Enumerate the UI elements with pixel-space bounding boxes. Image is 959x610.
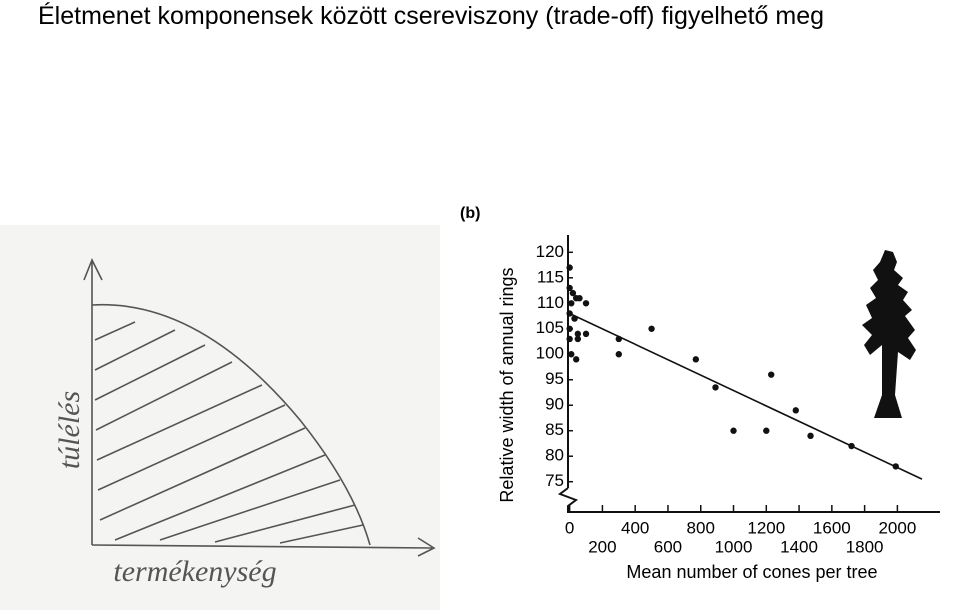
data-point	[566, 284, 573, 292]
x-tick-label: 2000	[878, 518, 916, 537]
sketch-y-label: túlélés	[53, 391, 86, 469]
y-axis-label: Relative width of annual rings	[497, 267, 517, 502]
y-tick-label: 100	[536, 344, 564, 363]
y-tick-label: 80	[545, 446, 564, 465]
data-point	[582, 300, 590, 307]
y-tick-label: 105	[536, 318, 564, 337]
x-tick-label: 1200	[747, 518, 785, 537]
panel-label: (b)	[460, 205, 480, 222]
data-point	[574, 330, 582, 338]
data-point	[892, 463, 899, 470]
data-point	[568, 300, 575, 307]
y-tick-label: 120	[536, 242, 564, 261]
y-tick-label: 90	[545, 395, 564, 414]
data-point	[730, 427, 737, 434]
tree-silhouette	[862, 250, 916, 418]
x-tick-label: 1400	[780, 537, 818, 556]
sketch-drawing	[83, 258, 436, 557]
y-tick-label: 115	[537, 267, 564, 286]
data-point	[572, 356, 580, 363]
data-point	[792, 407, 799, 414]
y-tick-label: 85	[545, 420, 564, 439]
data-point	[615, 351, 623, 358]
data-point	[692, 356, 700, 363]
y-tick-label: 95	[545, 369, 564, 388]
data-point	[566, 264, 573, 271]
x-tick-label: 200	[588, 537, 616, 556]
data-point	[807, 432, 814, 440]
data-point	[571, 315, 578, 322]
x-tick-label: 600	[654, 537, 682, 556]
data-point	[712, 384, 719, 391]
x-tick-label: 1000	[715, 537, 753, 556]
trend-line	[569, 312, 923, 480]
data-point	[768, 371, 775, 378]
x-tick-label: 800	[687, 518, 715, 537]
x-tick-label: 400	[621, 518, 649, 537]
data-point	[648, 325, 655, 332]
data-point	[582, 330, 590, 338]
data-point	[574, 335, 582, 343]
data-point	[569, 289, 577, 297]
x-tick-label: 0	[565, 518, 574, 537]
data-point	[566, 335, 573, 343]
data-point	[615, 335, 623, 343]
data-point	[848, 442, 855, 450]
x-axis-label: Mean number of cones per tree	[626, 562, 877, 582]
x-tick-label: 1600	[813, 518, 851, 537]
sketch-x-label: termékenység	[113, 555, 276, 588]
x-tick-label: 1800	[846, 537, 884, 556]
data-point	[576, 294, 583, 302]
data-point	[566, 325, 573, 332]
y-tick-label: 75	[545, 471, 564, 490]
y-tick-label: 110	[537, 293, 564, 312]
data-point	[568, 351, 575, 358]
data-point	[566, 310, 573, 317]
data-point	[763, 427, 770, 434]
slide-title: Életmenet komponensek között csereviszon…	[38, 2, 825, 30]
